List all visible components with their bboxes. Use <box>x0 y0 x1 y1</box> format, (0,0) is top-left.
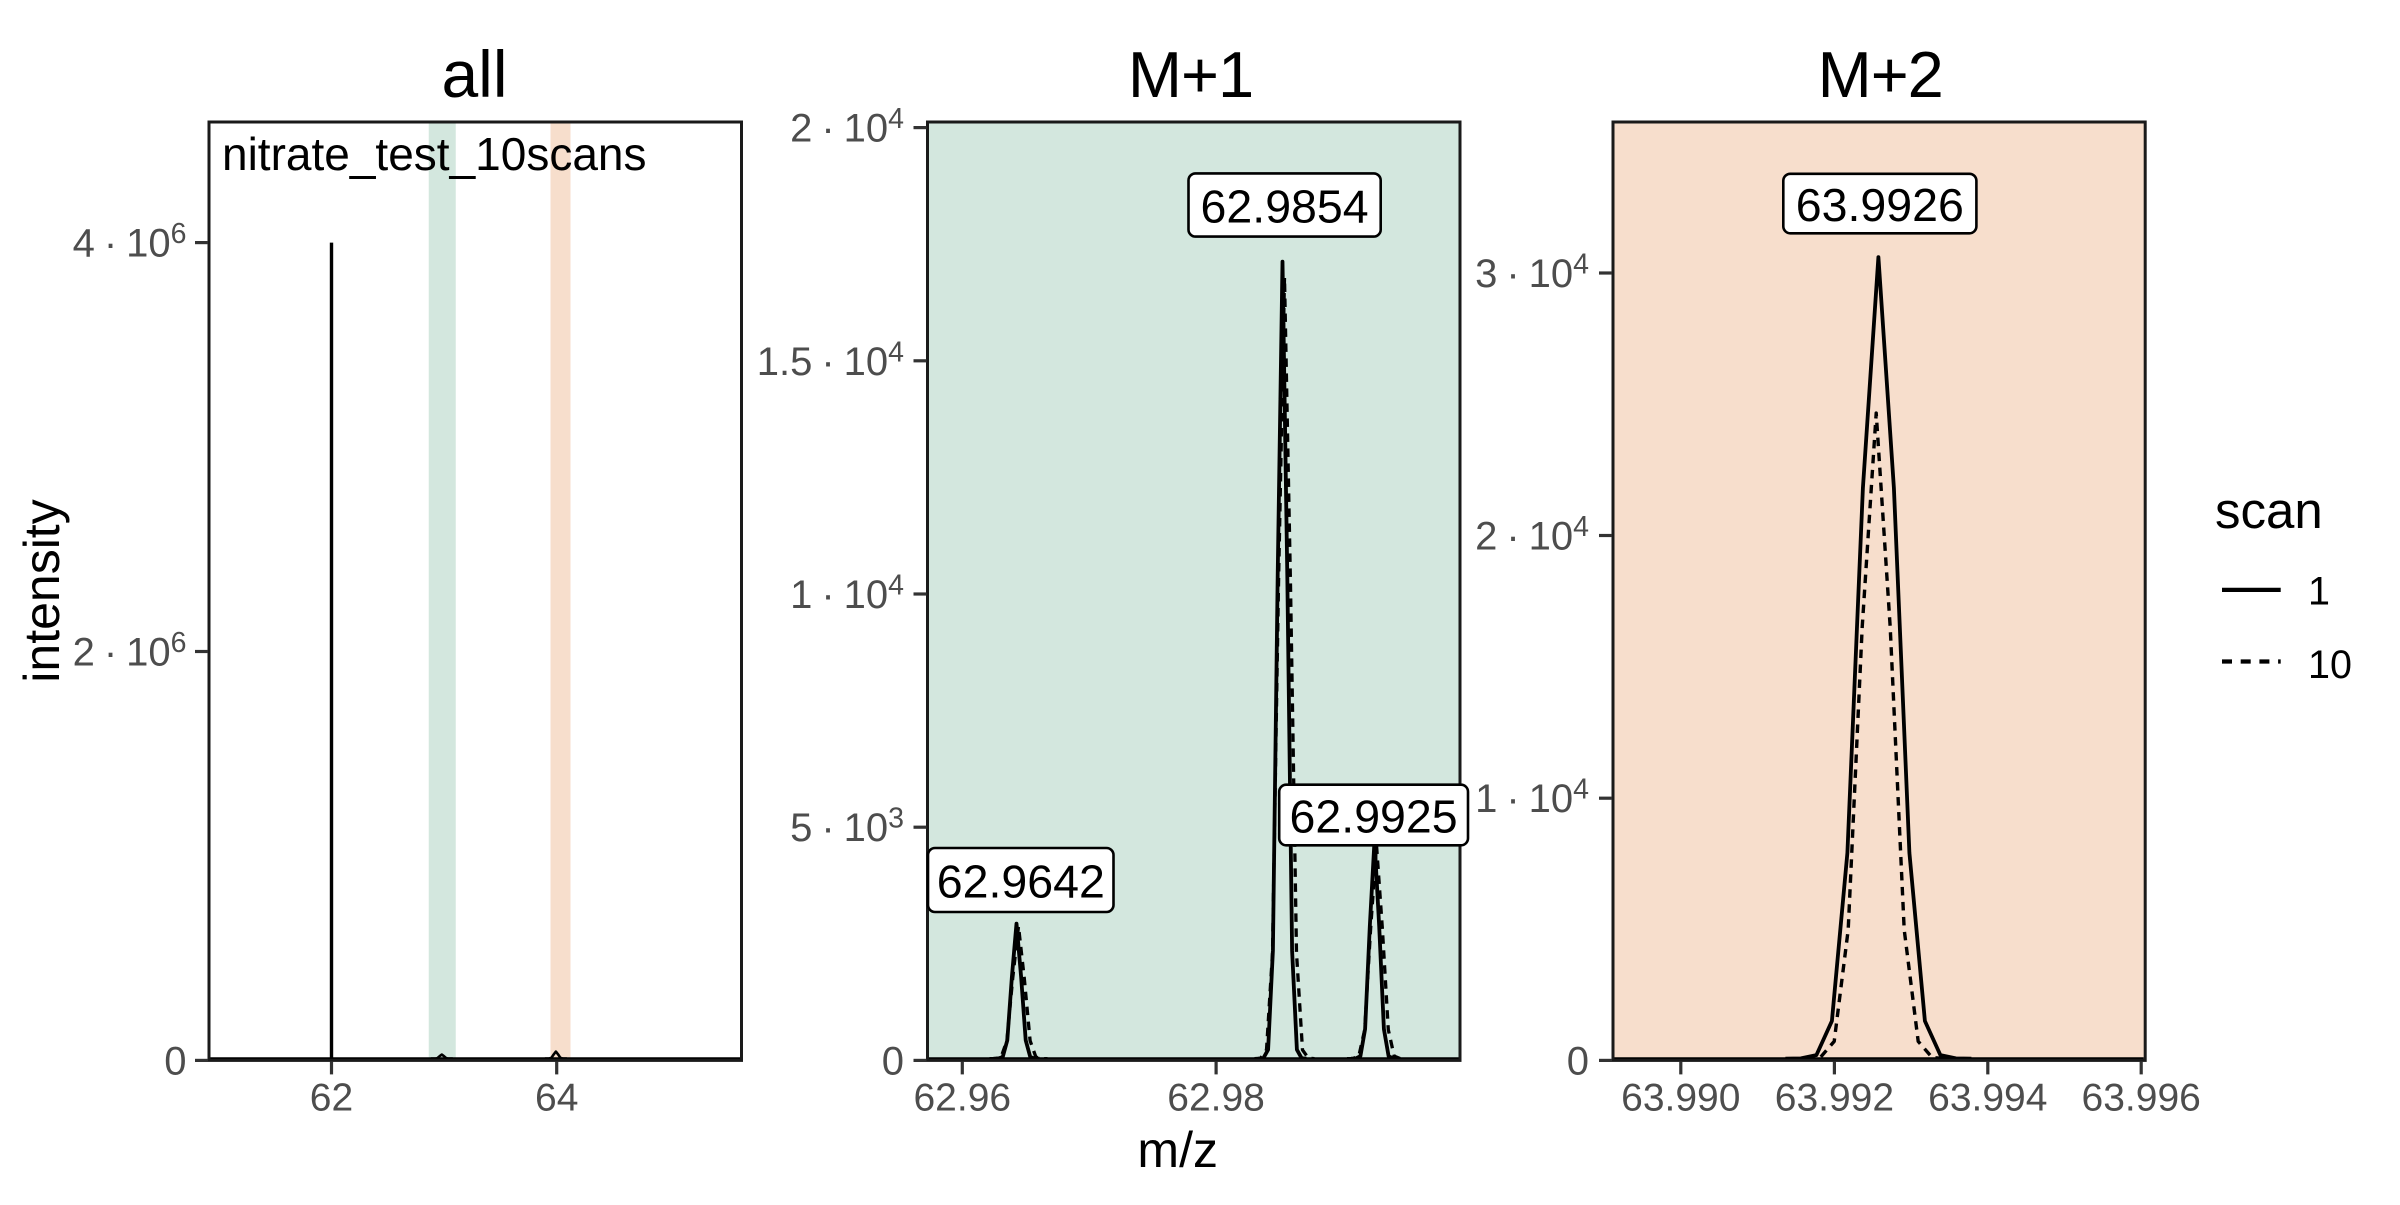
svg-text:1·104: 1 · 104 <box>1475 774 1589 822</box>
svg-text:63.992: 63.992 <box>1775 1077 1894 1120</box>
svg-text:62.9925: 62.9925 <box>1290 791 1458 843</box>
svg-text:intensity: intensity <box>14 499 70 682</box>
svg-text:63.994: 63.994 <box>1928 1077 2047 1120</box>
svg-text:0: 0 <box>164 1039 186 1083</box>
svg-text:62.9854: 62.9854 <box>1201 181 1369 233</box>
svg-text:62.9642: 62.9642 <box>937 856 1105 908</box>
svg-text:63.9926: 63.9926 <box>1796 179 1964 231</box>
svg-text:M+1: M+1 <box>1128 38 1253 111</box>
svg-text:m/z: m/z <box>1137 1122 1218 1178</box>
svg-text:scan: scan <box>2215 482 2323 539</box>
svg-text:62.98: 62.98 <box>1167 1077 1265 1120</box>
svg-text:10: 10 <box>2308 643 2352 687</box>
svg-text:4·106: 4 · 106 <box>73 218 187 266</box>
svg-text:M+2: M+2 <box>1818 38 1943 111</box>
svg-text:1: 1 <box>2308 570 2330 614</box>
svg-text:nitrate_test_10scans: nitrate_test_10scans <box>222 128 647 180</box>
svg-text:all: all <box>441 37 507 111</box>
svg-text:2·104: 2 · 104 <box>790 103 904 151</box>
svg-text:64: 64 <box>535 1077 578 1120</box>
svg-text:2·104: 2 · 104 <box>1475 511 1589 559</box>
svg-text:3·104: 3 · 104 <box>1475 249 1589 297</box>
svg-text:63.996: 63.996 <box>2082 1077 2201 1120</box>
svg-text:62: 62 <box>310 1077 353 1120</box>
svg-text:63.990: 63.990 <box>1621 1077 1740 1120</box>
svg-text:2·106: 2 · 106 <box>73 627 187 675</box>
svg-text:5·103: 5 · 103 <box>790 803 904 851</box>
svg-text:1·104: 1 · 104 <box>790 570 904 618</box>
svg-text:62.96: 62.96 <box>913 1077 1011 1120</box>
svg-text:1.5·104: 1.5 · 104 <box>757 336 904 384</box>
svg-text:0: 0 <box>1567 1039 1589 1083</box>
svg-text:0: 0 <box>882 1039 904 1083</box>
